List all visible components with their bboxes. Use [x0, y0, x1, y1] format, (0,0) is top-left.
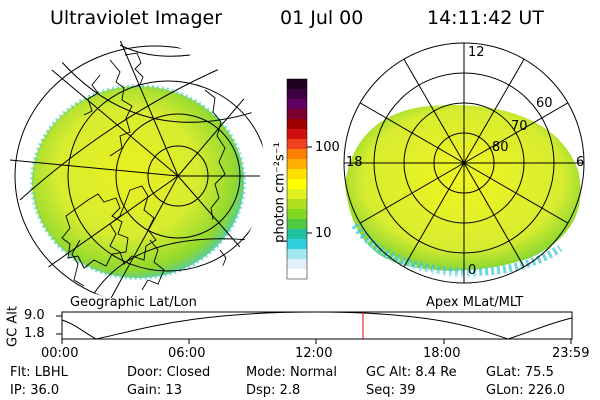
altitude-xtick-label-3: 18:00	[423, 346, 461, 361]
colorbar-segment	[287, 219, 307, 230]
status-gain: Gain: 13	[127, 383, 182, 398]
left-coastlines	[61, 52, 227, 291]
date-label: 01 Jul 00	[280, 7, 364, 29]
status-seq: Seq: 39	[366, 383, 416, 398]
colorbar-segment	[287, 109, 307, 120]
time-label: 14:11:42 UT	[427, 7, 544, 29]
mlat-label-70: 70	[511, 119, 528, 134]
colorbar-label-10: 10	[315, 226, 332, 241]
colorbar-segment	[287, 99, 307, 110]
colorbar-segment	[287, 189, 307, 200]
colorbar-segment	[287, 179, 307, 190]
status-gc-alt: GC Alt: 8.4 Re	[366, 365, 457, 380]
colorbar-label-100: 100	[315, 140, 340, 155]
right-panel-caption: Apex MLat/MLT	[426, 295, 524, 310]
instrument-title: Ultraviolet Imager	[50, 7, 223, 29]
altitude-xtick-label-1: 06:00	[168, 346, 206, 361]
altitude-curve	[61, 311, 573, 340]
altitude-ytick-label-low: 1.8	[24, 326, 45, 341]
mlt-label-0: 0	[468, 263, 477, 278]
colorbar-segment	[287, 119, 307, 130]
mlt-label-6: 6	[576, 155, 585, 170]
colorbar-segment	[287, 79, 307, 90]
colorbar-segment	[287, 159, 307, 170]
colorbar-frame	[286, 78, 308, 280]
colorbar-segment	[287, 249, 307, 260]
left-emission-field	[30, 84, 246, 280]
colorbar-unit-label: photon cm⁻²s⁻¹	[272, 142, 288, 243]
mlat-label-80: 80	[492, 140, 509, 155]
altitude-ytick-label-high: 9.0	[24, 308, 45, 323]
colorbar-segment	[287, 269, 307, 280]
colorbar-segment	[287, 139, 307, 150]
status-filter: Flt: LBHL	[10, 365, 68, 380]
status-ip: IP: 36.0	[10, 383, 60, 398]
colorbar-segment	[287, 259, 307, 270]
altitude-xtick-label-0: 00:00	[41, 346, 79, 361]
status-glon: GLon: 226.0	[486, 383, 566, 398]
status-door: Door: Closed	[127, 365, 211, 380]
status-dsp: Dsp: 2.8	[246, 383, 301, 398]
status-glat: GLat: 75.5	[486, 365, 554, 380]
altitude-xtick-label-2: 12:00	[295, 346, 333, 361]
colorbar-segment	[287, 239, 307, 250]
status-mode: Mode: Normal	[246, 365, 337, 380]
colorbar-segment	[287, 89, 307, 100]
mlt-label-18: 18	[346, 155, 363, 170]
colorbar-segment	[287, 199, 307, 210]
altitude-ylabel: GC Alt	[5, 306, 21, 347]
colorbar	[287, 79, 307, 280]
colorbar-segment	[287, 149, 307, 160]
altitude-xtick-label-4: 23:59	[552, 346, 590, 361]
colorbar-segment	[287, 229, 307, 240]
colorbar-segment	[287, 129, 307, 140]
mlat-label-60: 60	[536, 96, 553, 111]
mlt-label-12: 12	[468, 45, 485, 60]
left-panel-caption: Geographic Lat/Lon	[70, 295, 197, 310]
colorbar-segment	[287, 209, 307, 220]
colorbar-segment	[287, 169, 307, 180]
